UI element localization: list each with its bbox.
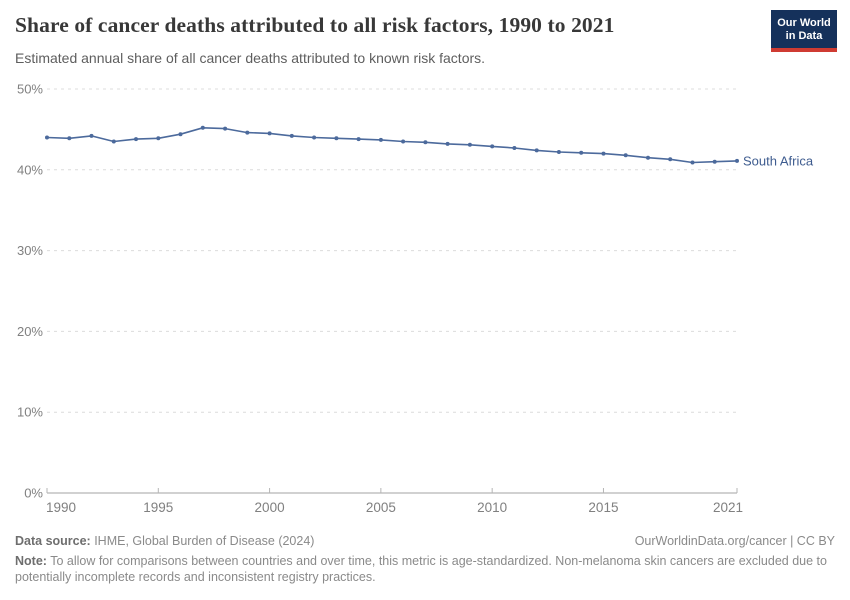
footer-note-label: Note: (15, 554, 47, 568)
data-source-label: Data source: (15, 534, 91, 548)
data-point[interactable] (245, 130, 250, 135)
x-tick-label: 1990 (46, 500, 76, 515)
data-point[interactable] (200, 125, 205, 130)
footer-link[interactable]: OurWorldinData.org/cancer | CC BY (634, 534, 835, 548)
data-point[interactable] (556, 150, 561, 154)
data-point[interactable] (534, 148, 539, 153)
data-point[interactable] (378, 137, 383, 142)
x-tick-label: 2000 (255, 500, 285, 515)
data-point[interactable] (45, 135, 49, 140)
data-point[interactable] (735, 158, 739, 163)
data-source: Data source: IHME, Global Burden of Dise… (15, 533, 314, 549)
data-point[interactable] (601, 151, 606, 156)
data-point[interactable] (623, 153, 628, 158)
y-tick-label: 30% (17, 243, 43, 258)
y-tick-label: 10% (17, 405, 43, 420)
data-point[interactable] (490, 144, 495, 149)
data-point[interactable] (401, 139, 406, 144)
data-point[interactable] (712, 159, 717, 164)
data-point[interactable] (646, 155, 650, 160)
x-tick-label: 2005 (366, 500, 396, 515)
owid-logo-line2: in Data (785, 30, 823, 42)
data-point[interactable] (423, 140, 428, 145)
data-point[interactable] (111, 139, 116, 144)
owid-logo-line1: Our World (777, 17, 831, 29)
data-point[interactable] (334, 136, 339, 141)
data-point[interactable] (512, 146, 517, 150)
data-point[interactable] (134, 137, 138, 142)
data-point[interactable] (356, 137, 361, 142)
data-point[interactable] (156, 136, 161, 141)
y-tick-label: 20% (17, 324, 43, 339)
x-tick-label: 1995 (143, 500, 173, 515)
chart-footer: Data source: IHME, Global Burden of Dise… (15, 533, 835, 585)
y-tick-label: 40% (17, 162, 43, 177)
footer-note-value: To allow for comparisons between countri… (15, 554, 827, 584)
chart-canvas[interactable]: 0% 10% 20% 30% 40% 50% 1990 1995 2000 2005 2010 201… (0, 0, 850, 530)
data-point[interactable] (690, 160, 695, 165)
x-tick-label: 2021 (713, 500, 743, 515)
data-point[interactable] (67, 136, 72, 141)
data-source-value: IHME, Global Burden of Disease (2024) (90, 534, 315, 548)
data-point[interactable] (178, 132, 183, 137)
data-point[interactable] (223, 126, 228, 131)
data-point[interactable] (579, 150, 584, 155)
data-point[interactable] (668, 157, 673, 162)
chart-subtitle: Estimated annual share of all cancer dea… (15, 50, 486, 66)
data-point[interactable] (289, 133, 294, 138)
y-tick-label: 0% (24, 486, 43, 501)
data-point[interactable] (267, 131, 272, 136)
data-point[interactable] (445, 141, 450, 146)
y-tick-label: 50% (17, 82, 43, 97)
data-point[interactable] (467, 142, 472, 147)
page-title: Share of cancer deaths attributed to all… (15, 13, 615, 37)
series-line[interactable] (46, 127, 738, 164)
data-point[interactable] (89, 133, 94, 138)
footer-note: Note: To allow for comparisons between c… (15, 553, 827, 585)
x-tick-label: 2015 (588, 500, 618, 515)
x-tick-label: 2010 (477, 500, 507, 515)
series-label[interactable]: South Africa (743, 153, 814, 168)
data-point[interactable] (312, 135, 317, 140)
owid-logo[interactable]: Our World in Data (771, 10, 837, 52)
